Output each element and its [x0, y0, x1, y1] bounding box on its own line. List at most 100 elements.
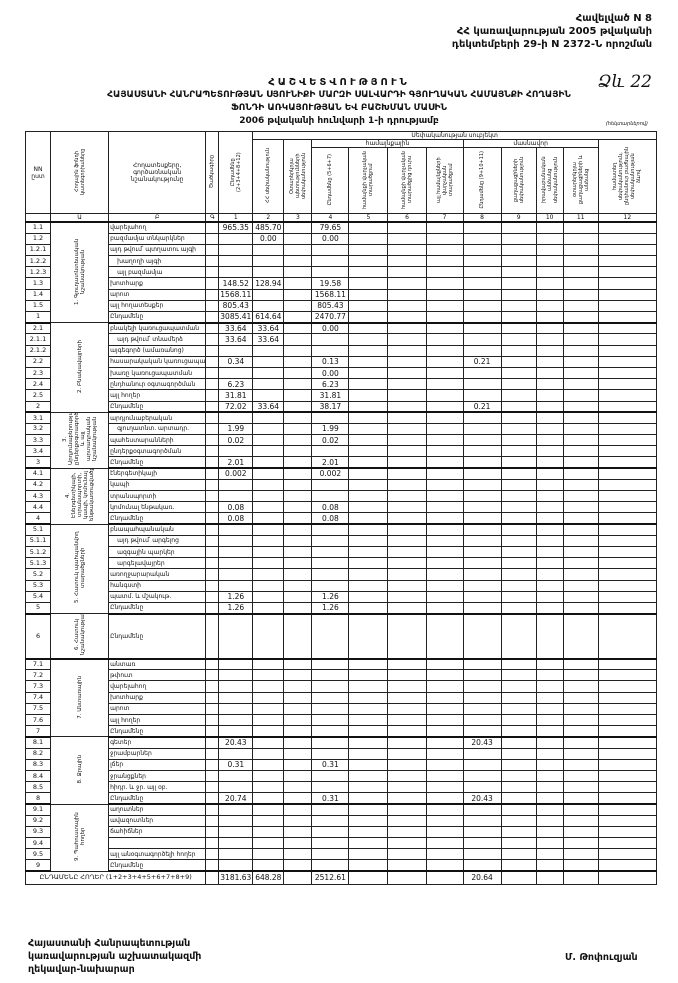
code-cell	[205, 713, 220, 727]
table-row-subtotal: 8 Ընդամենը 20.74 0.31 20.43	[24, 792, 658, 806]
value-col-5	[348, 680, 389, 693]
value-col-6	[387, 523, 427, 536]
value-col-12	[597, 243, 658, 257]
value-col-11	[562, 366, 599, 380]
row-number: 7.3	[24, 680, 52, 693]
value-col-10	[535, 478, 564, 492]
value-col-8	[462, 557, 502, 570]
row-number: 1	[24, 310, 52, 324]
category-cell: 5. Հատուկ պահպանվող տարածքների	[50, 523, 110, 615]
value-col-9	[500, 837, 537, 850]
value-col-5	[348, 590, 389, 603]
code-cell	[205, 736, 220, 749]
value-col-5	[348, 568, 389, 581]
value-col-10	[535, 288, 564, 301]
header-col-2-text: ՀՀ սեփականություն	[265, 148, 272, 203]
value-col-4	[311, 534, 350, 547]
code-cell	[205, 366, 220, 380]
value-col-6	[387, 825, 427, 839]
value-col-4	[311, 266, 350, 279]
table-row-subtotal: 5 Ընդամենը 1.26 1.26	[24, 601, 658, 615]
value-col-3	[283, 333, 313, 346]
value-col-7	[425, 702, 464, 716]
row-number: 1.2.3	[24, 266, 52, 279]
header-code: Ծածկագիրը	[205, 131, 220, 214]
value-col-11	[562, 713, 599, 727]
value-col-4: 79.65	[311, 221, 350, 234]
land-type-label: արդյունաբերական	[108, 411, 207, 424]
land-type-label: ջրամբարներ	[108, 747, 207, 760]
value-col-11	[562, 848, 599, 861]
row-number: 5.1	[24, 523, 52, 536]
code-cell	[205, 557, 220, 570]
row-number: 8.5	[24, 781, 52, 794]
value-col-7	[425, 669, 464, 682]
code-cell	[205, 781, 220, 794]
row-number: 8.4	[24, 769, 52, 783]
value-col-12	[597, 758, 658, 771]
value-col-12	[597, 523, 658, 536]
value-col-6	[387, 501, 427, 514]
value-col-2	[252, 545, 285, 559]
value-col-6	[387, 747, 427, 760]
code-cell	[205, 814, 220, 827]
code-cell	[205, 467, 220, 480]
value-col-5	[348, 512, 389, 526]
value-col-5	[348, 814, 389, 827]
value-col-6	[387, 814, 427, 827]
row-number: 1.4	[24, 288, 52, 301]
value-col-8	[462, 725, 502, 738]
row-number: 2.5	[24, 389, 52, 402]
value-col-3	[283, 613, 313, 660]
value-col-8	[462, 613, 502, 660]
value-col-2	[252, 299, 285, 313]
value-col-2	[252, 243, 285, 257]
value-col-6	[387, 277, 427, 290]
value-col-7	[425, 344, 464, 357]
value-col-5	[348, 378, 389, 391]
value-col-1	[218, 478, 254, 492]
code-cell	[205, 613, 220, 660]
row-number: 9.1	[24, 803, 52, 816]
value-col-9	[500, 792, 537, 806]
value-col-5	[348, 523, 389, 536]
value-col-5	[348, 781, 389, 794]
value-col-8	[462, 601, 502, 615]
code-cell	[205, 344, 220, 357]
value-col-1	[218, 579, 254, 592]
category-label: 4. Էներգետիկայի, տրանսպորտի, կապի, կոմու…	[64, 468, 95, 522]
category-cell: 9. Պահուստային հողեր	[50, 803, 110, 872]
value-col-9	[500, 322, 537, 335]
row-number: 1.2	[24, 232, 52, 245]
value-col-4: 0.08	[311, 501, 350, 514]
value-col-1	[218, 266, 254, 279]
value-col-10	[535, 489, 564, 503]
value-col-4	[311, 579, 350, 592]
value-col-4: 19.58	[311, 277, 350, 290]
code-cell	[205, 434, 220, 447]
value-col-8	[462, 411, 502, 424]
land-type-label: այլ հողատեսքեր	[108, 299, 207, 313]
value-col-9	[500, 781, 537, 794]
land-type-label: թփուտ	[108, 669, 207, 682]
value-col-2	[252, 803, 285, 816]
value-col-3	[283, 557, 313, 570]
value-col-6	[387, 769, 427, 783]
value-col-12	[597, 445, 658, 458]
value-col-3	[283, 825, 313, 839]
code-cell	[205, 400, 220, 414]
value-col-1	[218, 859, 254, 873]
value-col-6	[387, 859, 427, 873]
land-type-label: արոտ	[108, 288, 207, 301]
row-number: 3.2	[24, 422, 52, 436]
value-col-2	[252, 534, 285, 547]
value-col-7	[425, 322, 464, 335]
value-col-1	[218, 669, 254, 682]
value-col-8	[462, 848, 502, 861]
value-col-1	[218, 411, 254, 424]
value-col-7	[425, 691, 464, 704]
value-col-1	[218, 613, 254, 660]
code-cell	[205, 299, 220, 313]
value-col-10	[535, 221, 564, 234]
value-col-1	[218, 848, 254, 861]
